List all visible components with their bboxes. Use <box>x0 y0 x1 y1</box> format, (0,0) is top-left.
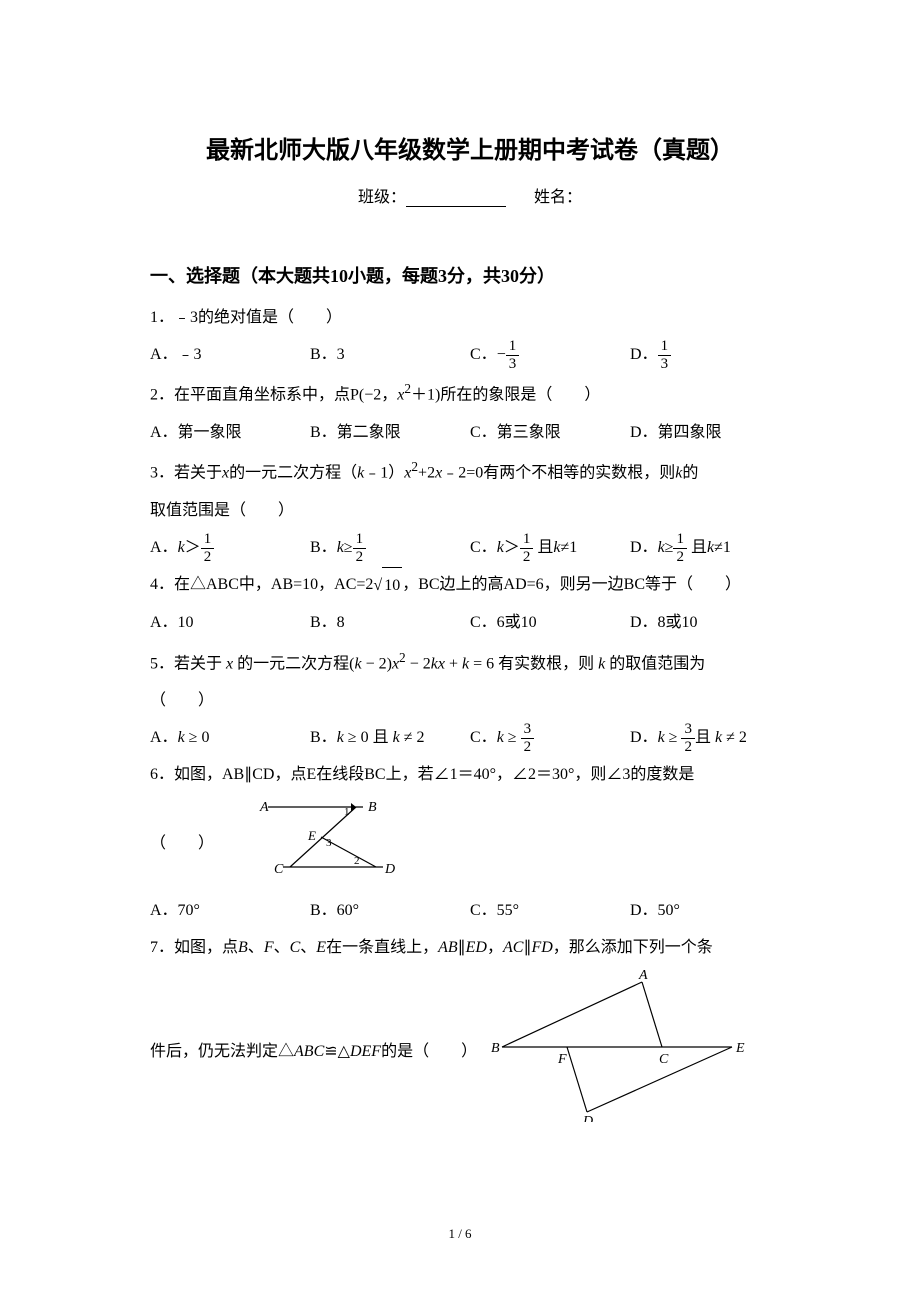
svg-text:D: D <box>384 862 395 877</box>
question-2: 2．在平面直角坐标系中，点P(−2，x2＋1)所在的象限是（ ） A．第一象限 … <box>150 374 790 450</box>
question-4: 4．在△ABC中，AB=10，AC=210，BC边上的高AD=6，则另一边BC等… <box>150 567 790 641</box>
question-6: 6．如图，AB∥CD，点E在线段BC上，若∠1＝40°，∠2＝30°，则∠3的度… <box>150 757 790 928</box>
svg-text:B: B <box>491 1041 500 1056</box>
q6-optD: D．50° <box>630 893 790 928</box>
svg-text:E: E <box>735 1041 745 1056</box>
question-5: 5．若关于 x 的一元二次方程(k − 2)x2 − 2kx + k = 6 有… <box>150 643 790 756</box>
question-1: 1．﹣3的绝对值是（ ） A．﹣3 B．3 C．−13 D．13 <box>150 300 790 372</box>
q6-optB: B．60° <box>310 893 470 928</box>
q3-optD: D．k≥12 且k≠1 <box>630 530 790 565</box>
q3-text-line2: 取值范围是（ ） <box>150 493 790 528</box>
class-label: 班级： <box>358 189 406 206</box>
q7-text-line2: 件后，仍无法判定△ABC≌△DEF的是（ ） <box>150 1034 477 1069</box>
q6-figure: A B C D E 1 2 3 <box>248 795 413 893</box>
q3-optC: C．k＞12 且k≠1 <box>470 530 630 565</box>
q2-optA: A．第一象限 <box>150 415 310 450</box>
q2-options: A．第一象限 B．第二象限 C．第三象限 D．第四象限 <box>150 415 790 450</box>
q1-options: A．﹣3 B．3 C．−13 D．13 <box>150 337 790 372</box>
q6-text: 6．如图，AB∥CD，点E在线段BC上，若∠1＝40°，∠2＝30°，则∠3的度… <box>150 757 790 792</box>
question-3: 3．若关于x的一元二次方程（k﹣1）x2+2x﹣2=0有两个不相等的实数根，则k… <box>150 452 790 565</box>
q1-optB: B．3 <box>310 337 470 372</box>
question-7: 7．如图，点B、F、C、E在一条直线上，AB∥ED，AC∥FD，那么添加下列一个… <box>150 930 790 1135</box>
q3-options: A．k＞12 B．k≥12 C．k＞12 且k≠1 D．k≥12 且k≠1 <box>150 530 790 565</box>
q2-optD: D．第四象限 <box>630 415 790 450</box>
section-1-header: 一、选择题（本大题共10小题，每题3分，共30分） <box>150 262 790 288</box>
q5-options: A．k ≥ 0 B．k ≥ 0 且 k ≠ 2 C．k ≥ 32 D．k ≥ 3… <box>150 720 790 755</box>
svg-text:2: 2 <box>354 855 360 867</box>
q1-optA: A．﹣3 <box>150 337 310 372</box>
q5-text-line2: （ ） <box>150 683 790 718</box>
q5-optC: C．k ≥ 32 <box>470 720 630 755</box>
svg-text:D: D <box>582 1114 593 1122</box>
svg-text:A: A <box>259 800 269 815</box>
page-number: 1 / 6 <box>0 1226 920 1242</box>
svg-text:C: C <box>274 862 284 877</box>
q4-text: 4．在△ABC中，AB=10，AC=210，BC边上的高AD=6，则另一边BC等… <box>150 567 790 603</box>
q5-optD: D．k ≥ 32且 k ≠ 2 <box>630 720 790 755</box>
svg-text:1: 1 <box>344 806 350 818</box>
svg-text:E: E <box>307 828 316 843</box>
q7-text: 7．如图，点B、F、C、E在一条直线上，AB∥ED，AC∥FD，那么添加下列一个… <box>150 930 790 965</box>
q4-optD: D．8或10 <box>630 605 790 640</box>
q5-optB: B．k ≥ 0 且 k ≠ 2 <box>310 720 470 755</box>
q1-optD: D．13 <box>630 337 790 372</box>
page-title: 最新北师大版八年级数学上册期中考试卷（真题） <box>150 130 790 165</box>
q1-optC: C．−13 <box>470 337 630 372</box>
q2-text: 2．在平面直角坐标系中，点P(−2，x2＋1)所在的象限是（ ） <box>150 374 790 413</box>
q3-text: 3．若关于x的一元二次方程（k﹣1）x2+2x﹣2=0有两个不相等的实数根，则k… <box>150 452 790 491</box>
name-label: 姓名： <box>534 189 582 206</box>
svg-text:3: 3 <box>326 837 332 849</box>
q6-optA: A．70° <box>150 893 310 928</box>
q6-optC: C．55° <box>470 893 630 928</box>
q3-optA: A．k＞12 <box>150 530 310 565</box>
q7-line2-wrapper: 件后，仍无法判定△ABC≌△DEF的是（ ） A B F C E D <box>150 967 790 1135</box>
q2-optC: C．第三象限 <box>470 415 630 450</box>
q4-options: A．10 B．8 C．6或10 D．8或10 <box>150 605 790 640</box>
q6-line2-wrapper: （ ） A B C D E 1 2 3 <box>150 795 790 893</box>
q5-optA: A．k ≥ 0 <box>150 720 310 755</box>
q6-text-line2: （ ） <box>150 834 214 851</box>
svg-text:C: C <box>659 1052 669 1067</box>
q7-figure: A B F C E D <box>487 967 747 1135</box>
svg-text:A: A <box>638 968 648 983</box>
q5-text: 5．若关于 x 的一元二次方程(k − 2)x2 − 2kx + k = 6 有… <box>150 643 790 682</box>
class-underline <box>406 191 506 207</box>
subtitle-line: 班级： 姓名： <box>150 183 790 207</box>
svg-text:F: F <box>557 1052 567 1067</box>
q2-optB: B．第二象限 <box>310 415 470 450</box>
q4-optA: A．10 <box>150 605 310 640</box>
q4-optC: C．6或10 <box>470 605 630 640</box>
q4-optB: B．8 <box>310 605 470 640</box>
q3-optB: B．k≥12 <box>310 530 470 565</box>
q6-options: A．70° B．60° C．55° D．50° <box>150 893 790 928</box>
q1-text: 1．﹣3的绝对值是（ ） <box>150 300 790 335</box>
svg-text:B: B <box>368 800 377 815</box>
